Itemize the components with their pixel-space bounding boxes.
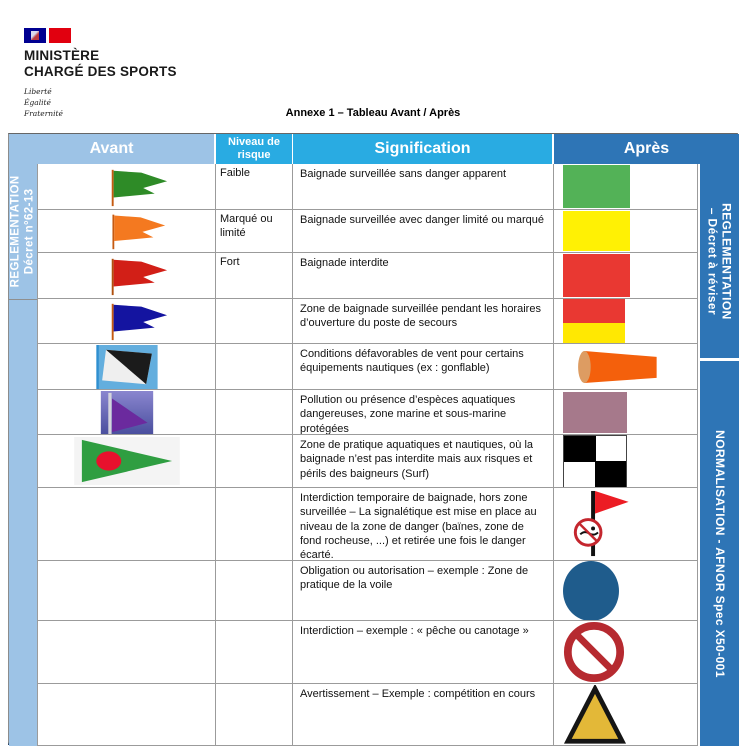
- document-title: Annexe 1 – Tableau Avant / Après: [285, 107, 461, 119]
- row-2-signification-cell: Baignade surveillée avec danger limité o…: [293, 210, 554, 253]
- row-9-avant-cell: [38, 561, 216, 621]
- left-sidebar-label-section: REGLEMENTATION Décret n°62-13: [9, 164, 37, 300]
- yellow-warning-triangle-icon: [563, 684, 627, 744]
- row-7-niveau-cell: [216, 435, 293, 488]
- row-9-apres-cell: [554, 561, 698, 621]
- row-8-apres-cell: [554, 488, 698, 561]
- row-6-apres-cell: [554, 390, 698, 435]
- row-5-signification-cell: Conditions défavorables de vent pour cer…: [293, 344, 554, 390]
- column-header-avant: Avant: [9, 134, 216, 164]
- row-11-avant-cell: [38, 684, 216, 746]
- row-3-niveau-cell: Fort: [216, 253, 293, 299]
- gov-logo: MINISTÈRE CHARGÉ DES SPORTS Liberté Égal…: [24, 28, 177, 119]
- french-flag-icon: [24, 28, 177, 43]
- row-3-avant-cell: [38, 253, 216, 299]
- row-4-signification-cell: Zone de baignade surveillée pendant les …: [293, 299, 554, 344]
- row-8-avant-cell: [38, 488, 216, 561]
- left-sidebar-reglementation: REGLEMENTATION Décret n°62-13: [9, 164, 38, 746]
- row-8-signification-cell: Interdiction temporaire de baignade, hor…: [293, 488, 554, 561]
- row-4-avant-cell: [38, 299, 216, 344]
- row-11-niveau-cell: [216, 684, 293, 746]
- yellow-rectangle-icon: [563, 211, 630, 251]
- prohibition-sign-icon: [563, 621, 625, 683]
- row-7-avant-cell: [38, 435, 216, 488]
- row-4-apres-cell: [554, 299, 698, 344]
- right-sidebar-top-label: REGLEMENTATION – Décret à réviser: [705, 202, 734, 320]
- row-3-signification-cell: Baignade interdite: [293, 253, 554, 299]
- row-10-avant-cell: [38, 621, 216, 684]
- orange-pennant-flag-icon: [111, 214, 165, 250]
- black-white-checkered-flag-icon: [563, 435, 627, 487]
- row-5-apres-cell: [554, 344, 698, 390]
- row-5-niveau-cell: [216, 344, 293, 390]
- right-sidebar-reglementation-section: REGLEMENTATION – Décret à réviser: [700, 164, 739, 358]
- green-pennant-flag-icon: [111, 169, 167, 206]
- red-pennant-flag-icon: [111, 258, 167, 295]
- left-sidebar-label-line2: Décret n°62-13: [24, 188, 36, 275]
- row-6-niveau-cell: [216, 390, 293, 435]
- row-10-niveau-cell: [216, 621, 293, 684]
- row-9-signification-cell: Obligation ou autorisation – exemple : Z…: [293, 561, 554, 621]
- column-header-apres: Après: [554, 134, 739, 164]
- red-over-yellow-rectangle-icon: [563, 299, 625, 343]
- row-2-avant-cell: [38, 210, 216, 253]
- row-5-avant-cell: [38, 344, 216, 390]
- row-1-niveau-cell: Faible: [216, 164, 293, 210]
- row-2-apres-cell: [554, 210, 698, 253]
- row-9-niveau-cell: [216, 561, 293, 621]
- row-8-niveau-cell: [216, 488, 293, 561]
- row-3-apres-cell: [554, 253, 698, 299]
- right-sidebar-bottom-label: NORMALISATION - AFNOR Spec X50-001: [712, 429, 727, 678]
- row-2-niveau-cell: Marqué ou limité: [216, 210, 293, 253]
- green-rectangle-icon: [563, 165, 630, 208]
- row-10-signification-cell: Interdiction – exemple : « pêche ou cano…: [293, 621, 554, 684]
- orange-windsock-icon: [578, 350, 657, 383]
- red-rectangle-icon: [563, 254, 630, 297]
- ministry-name: MINISTÈRE CHARGÉ DES SPORTS: [24, 48, 177, 80]
- blue-pennant-flag-icon: [111, 303, 167, 341]
- green-triangle-red-disc-flag-icon: [73, 437, 180, 485]
- row-1-avant-cell: [38, 164, 216, 210]
- row-6-avant-cell: [38, 390, 216, 435]
- row-6-signification-cell: Pollution ou présence d’espèces aquatiqu…: [293, 390, 554, 435]
- mauve-rectangle-icon: [563, 391, 627, 433]
- ministry-name-line1: MINISTÈRE: [24, 48, 100, 63]
- row-1-signification-cell: Baignade surveillée sans danger apparent: [293, 164, 554, 210]
- avant-apres-table: Avant Niveau de risque Signification Apr…: [8, 133, 739, 746]
- column-header-niveau-de-risque: Niveau de risque: [216, 134, 293, 164]
- right-sidebar: REGLEMENTATION – Décret à réviser NORMAL…: [698, 164, 739, 746]
- black-white-diagonal-flag-photo: [95, 344, 158, 389]
- purple-pennant-flag-photo: [100, 390, 153, 434]
- blue-circle-icon: [563, 561, 619, 620]
- row-4-niveau-cell: [216, 299, 293, 344]
- row-1-apres-cell: [554, 164, 698, 210]
- column-header-signification: Signification: [293, 134, 554, 164]
- red-flag-no-swimming-sign-icon: [573, 490, 629, 556]
- row-7-apres-cell: [554, 435, 698, 488]
- row-7-signification-cell: Zone de pratique aquatiques et nautiques…: [293, 435, 554, 488]
- row-11-apres-cell: [554, 684, 698, 746]
- left-sidebar-label-line1: REGLEMENTATION: [9, 175, 22, 288]
- row-10-apres-cell: [554, 621, 698, 684]
- ministry-name-line2: CHARGÉ DES SPORTS: [24, 63, 177, 79]
- motto: Liberté Égalité Fraternité: [24, 86, 63, 118]
- right-sidebar-normalisation-section: NORMALISATION - AFNOR Spec X50-001: [700, 361, 739, 746]
- row-11-signification-cell: Avertissement – Exemple : compétition en…: [293, 684, 554, 746]
